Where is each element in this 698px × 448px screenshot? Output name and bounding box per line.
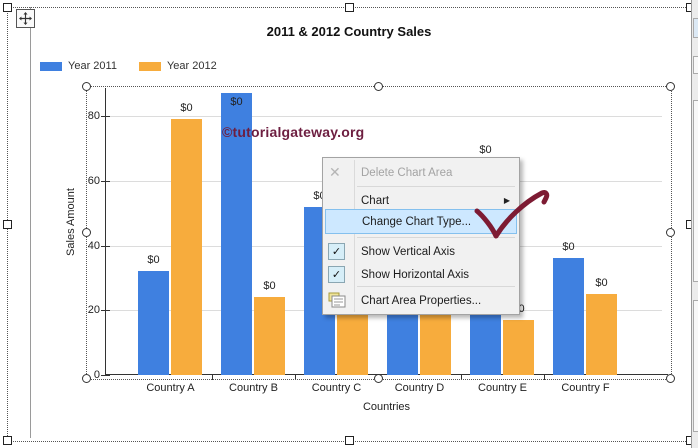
- selection-handle[interactable]: [344, 436, 354, 445]
- x-axis-title: Countries: [362, 401, 411, 413]
- legend-label: Year 2012: [166, 60, 217, 72]
- legend-swatch-orange: [138, 61, 161, 71]
- x-category-label-5: Country E: [478, 382, 527, 394]
- bar-value-label: $0: [147, 254, 160, 267]
- bar-year2012-country-b[interactable]: [254, 297, 285, 375]
- x-category-label-4: Country D: [394, 382, 445, 394]
- menu-item-label: Chart Area Properties...: [361, 294, 482, 307]
- menu-item-show-vertical-axis[interactable]: ✓ Show Vertical Axis: [323, 240, 519, 263]
- watermark-text: ©tutorialgateway.org: [222, 124, 365, 140]
- checkbox-checked-icon: ✓: [328, 243, 345, 260]
- chart-area-handle[interactable]: [374, 82, 383, 91]
- y-tick-0: [101, 375, 110, 376]
- menu-separator: [357, 186, 515, 187]
- bar-value-label: $0: [180, 102, 193, 115]
- delete-x-icon: ✕: [329, 164, 341, 180]
- x-category-label-6: Country F: [561, 382, 610, 394]
- x-tick-5: [543, 374, 545, 380]
- menu-item-label: Chart: [361, 194, 390, 207]
- y-tick-40: [101, 245, 110, 247]
- menu-item-label: Show Vertical Axis: [361, 245, 455, 258]
- x-tick-1: [211, 374, 213, 380]
- legend-item-year-2011[interactable]: Year 2011: [40, 60, 117, 72]
- menu-item-show-horizontal-axis[interactable]: ✓ Show Horizontal Axis: [323, 263, 519, 286]
- legend-item-year-2012[interactable]: Year 2012: [138, 60, 217, 72]
- selection-handle[interactable]: [3, 3, 12, 12]
- context-menu: ✕ Delete Chart Area Chart ▶ Change Chart…: [322, 157, 520, 315]
- x-category-label-3: Country C: [311, 382, 362, 394]
- bar-year2012-country-e[interactable]: [503, 319, 534, 375]
- chart-title[interactable]: 2011 & 2012 Country Sales: [266, 24, 432, 39]
- x-axis-line: [105, 374, 668, 375]
- chart-area-handle[interactable]: [82, 82, 91, 91]
- chart-legend[interactable]: Year 2011 Year 2012: [40, 60, 217, 72]
- y-tick-20: [101, 310, 110, 312]
- panel-sliver-block: [693, 18, 698, 38]
- bar-value-label: $0: [230, 96, 243, 109]
- selection-handle[interactable]: [344, 3, 354, 12]
- properties-icon: [328, 292, 346, 308]
- bar-year2012-country-f[interactable]: [586, 294, 617, 375]
- move-handle[interactable]: [16, 9, 35, 28]
- chart-area-handle[interactable]: [82, 374, 91, 383]
- bar-value-label: $0: [562, 241, 575, 254]
- chart-area-handle[interactable]: [374, 374, 383, 383]
- panel-sliver-block: [693, 300, 698, 432]
- chart-area-handle[interactable]: [666, 228, 675, 237]
- y-tick-label-60: 60: [87, 174, 100, 187]
- move-icon: [19, 12, 32, 25]
- menu-item-delete-chart-area: ✕ Delete Chart Area: [323, 161, 519, 184]
- y-tick-label-0: 0: [93, 369, 100, 381]
- y-tick-60: [101, 180, 110, 182]
- bar-value-label: $0: [263, 280, 276, 293]
- menu-separator: [357, 237, 515, 238]
- chart-area-handle[interactable]: [666, 82, 675, 91]
- bar-year2011-country-b[interactable]: [221, 93, 252, 375]
- menu-gutter-divider: [354, 160, 355, 312]
- submenu-arrow-icon: ▶: [503, 196, 510, 205]
- x-category-label-2: Country B: [229, 382, 278, 394]
- menu-item-chart-area-properties[interactable]: Chart Area Properties...: [323, 289, 519, 312]
- right-panel-sliver: [691, 0, 698, 448]
- y-tick-80: [101, 116, 110, 117]
- chart-area-handle[interactable]: [666, 374, 675, 383]
- chart-area-handle[interactable]: [82, 228, 91, 237]
- legend-label: Year 2011: [68, 60, 117, 72]
- y-tick-label-80: 80: [87, 110, 100, 122]
- menu-item-change-chart-type[interactable]: Change Chart Type...: [325, 209, 517, 234]
- menu-separator: [357, 286, 515, 287]
- selection-handle[interactable]: [3, 436, 12, 445]
- report-body-edge: [30, 7, 31, 438]
- selection-handle[interactable]: [3, 219, 12, 229]
- bar-year2012-country-a[interactable]: [171, 119, 202, 375]
- x-category-label-1: Country A: [146, 382, 195, 394]
- panel-sliver-block: [693, 56, 698, 74]
- x-tick-2: [294, 374, 296, 380]
- x-tick-4: [460, 374, 462, 380]
- gridline-80: [105, 116, 662, 117]
- bar-value-label: $0: [595, 277, 608, 290]
- y-axis-line: [105, 88, 106, 375]
- menu-item-label: Delete Chart Area: [361, 166, 453, 179]
- y-tick-label-40: 40: [87, 239, 100, 252]
- bar-value-label: $0: [479, 144, 492, 157]
- menu-item-label: Show Horizontal Axis: [361, 268, 470, 281]
- bar-year2011-country-a[interactable]: [138, 271, 169, 375]
- bar-year2011-country-f[interactable]: [553, 258, 584, 375]
- legend-swatch-blue: [40, 61, 62, 71]
- checkbox-checked-icon: ✓: [328, 266, 345, 283]
- y-tick-label-20: 20: [87, 304, 100, 317]
- menu-item-label: Change Chart Type...: [362, 215, 472, 228]
- panel-sliver-block: [693, 100, 698, 282]
